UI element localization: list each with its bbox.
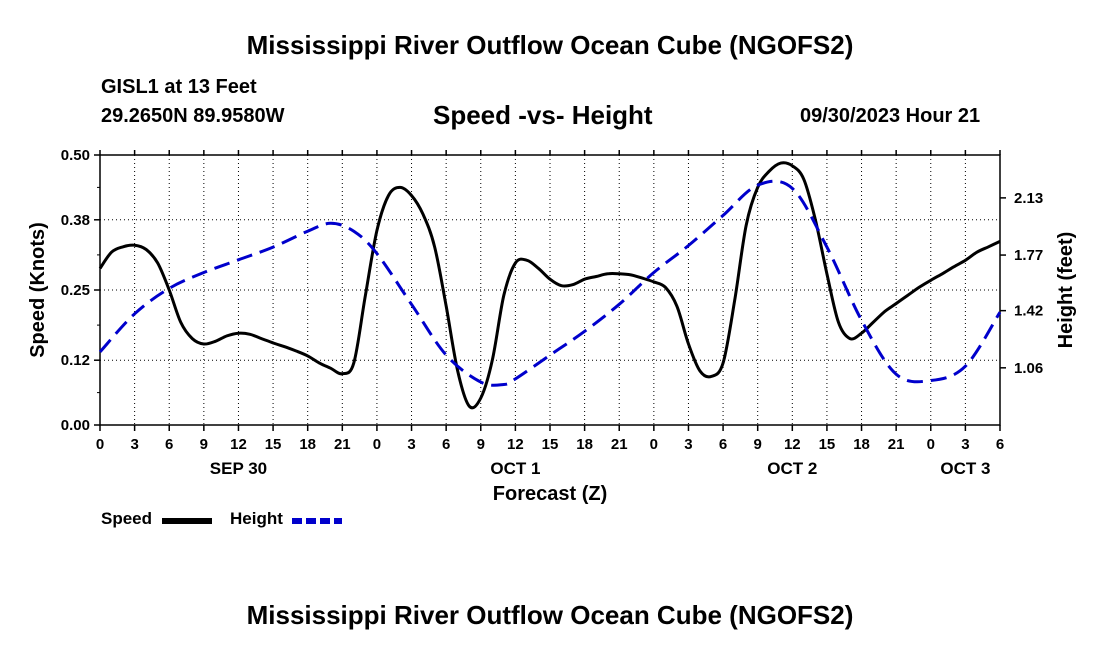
gridlines: [100, 155, 1000, 425]
x-tick-label: 15: [819, 436, 836, 453]
legend-speed-label: Speed: [101, 509, 153, 528]
axes: 0.00 0.12 0.25 0.38 0.50 1.06 1.42 1.77 2.13 0 3 6 9…: [61, 147, 1043, 478]
station-label: GISL1 at 13 Feet: [101, 76, 257, 98]
legend-height-label: Height: [230, 509, 283, 528]
chart-subtitle: Speed -vs- Height: [433, 100, 653, 130]
x-tick-label: 3: [961, 436, 969, 453]
x-date-label: OCT 3: [940, 459, 990, 478]
x-tick-label: 15: [265, 436, 282, 453]
x-tick-label: 9: [754, 436, 762, 453]
x-date-label: OCT 1: [490, 459, 540, 478]
height-series-line: [98, 179, 1002, 387]
x-tick-label: 21: [888, 436, 905, 453]
x-tick-label: 6: [165, 436, 173, 453]
y2-tick-label: 1.42: [1014, 303, 1043, 320]
x-date-label: SEP 30: [210, 459, 267, 478]
y2-axis-label: Height (feet): [1055, 232, 1077, 349]
x-tick-label: 12: [784, 436, 801, 453]
x-date-label: OCT 2: [767, 459, 817, 478]
x-tick-label: 3: [130, 436, 138, 453]
x-axis-label: Forecast (Z): [493, 483, 607, 505]
x-tick-label: 0: [927, 436, 935, 453]
x-tick-label: 12: [507, 436, 524, 453]
speed-series-line: [98, 161, 1001, 410]
x-tick-label: 3: [407, 436, 415, 453]
y-tick-label: 0.00: [61, 417, 90, 434]
x-tick-label: 18: [853, 436, 870, 453]
x-tick-label: 6: [996, 436, 1004, 453]
x-tick-label: 0: [373, 436, 381, 453]
coordinates-label: 29.2650N 89.9580W: [101, 105, 285, 127]
chart-title: Mississippi River Outflow Ocean Cube (NG…: [246, 30, 854, 60]
x-tick-label: 18: [299, 436, 316, 453]
x-tick-label: 18: [576, 436, 593, 453]
x-tick-label: 9: [477, 436, 485, 453]
x-tick-label: 6: [719, 436, 727, 453]
forecast-datetime: 09/30/2023 Hour 21: [800, 105, 981, 127]
x-tick-label: 21: [611, 436, 628, 453]
x-tick-label: 0: [96, 436, 104, 453]
y-axis-label: Speed (Knots): [27, 222, 49, 358]
x-tick-label: 21: [334, 436, 351, 453]
x-tick-label: 9: [200, 436, 208, 453]
y2-tick-label: 1.06: [1014, 360, 1043, 377]
y-tick-label: 0.12: [61, 352, 90, 369]
x-tick-label: 3: [684, 436, 692, 453]
x-tick-label: 0: [650, 436, 658, 453]
y-tick-label: 0.50: [61, 147, 90, 164]
bottom-chart-title: Mississippi River Outflow Ocean Cube (NG…: [246, 600, 854, 630]
y2-tick-label: 2.13: [1014, 190, 1043, 207]
x-tick-label: 6: [442, 436, 450, 453]
y-tick-label: 0.38: [61, 212, 90, 229]
x-tick-label: 12: [230, 436, 247, 453]
series: [98, 161, 1002, 410]
y-tick-label: 0.25: [61, 282, 90, 299]
x-tick-label: 15: [542, 436, 559, 453]
y2-tick-label: 1.77: [1014, 247, 1043, 264]
